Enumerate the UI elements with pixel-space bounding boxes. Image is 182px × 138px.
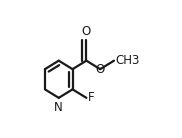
- Text: O: O: [82, 25, 91, 38]
- Text: F: F: [88, 91, 95, 104]
- Text: CH3: CH3: [116, 54, 140, 67]
- Text: O: O: [96, 63, 105, 76]
- Text: N: N: [54, 100, 63, 114]
